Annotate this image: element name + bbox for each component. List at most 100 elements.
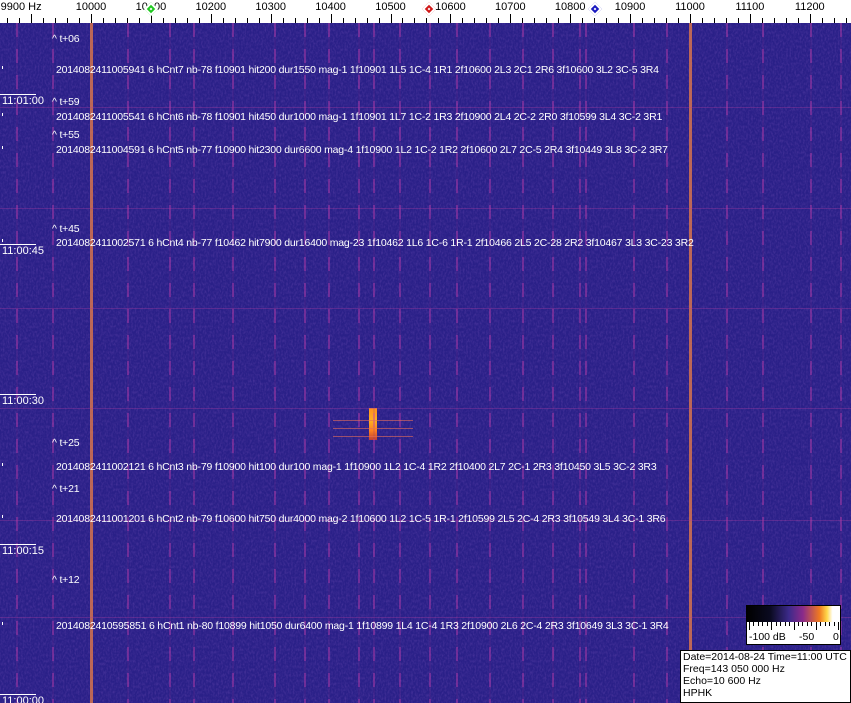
frequency-tick [846, 18, 847, 23]
frequency-tick [283, 18, 284, 23]
frequency-tick-label: 11000 [675, 1, 705, 13]
time-tick [0, 244, 36, 245]
frequency-tick [91, 14, 92, 23]
frequency-tick [103, 18, 104, 23]
colorbar-tick [829, 622, 831, 626]
meteor-event-annotation: 2014082411005541 6 hCnt6 nb-78 f10901 hi… [56, 111, 663, 123]
info-echo: Echo=10 600 Hz [683, 675, 761, 687]
frequency-tick [271, 14, 272, 23]
frequency-tick [738, 18, 739, 23]
frequency-tick [163, 18, 164, 23]
spurious-signal-line [633, 23, 635, 703]
noise-background [0, 23, 851, 703]
frequency-tick [618, 18, 619, 23]
frequency-tick [367, 18, 368, 23]
meteor-event-annotation: 2014082411001201 6 hCnt2 nb-79 f10600 hi… [56, 513, 666, 525]
spurious-signal-line [429, 23, 431, 703]
time-offset-label: ^ t+12 [52, 574, 80, 586]
frequency-tick-label: 10500 [375, 1, 406, 13]
colorbar-ticks [747, 622, 840, 630]
meteor-echo-trail [333, 436, 413, 437]
frequency-tick [259, 18, 260, 23]
frequency-tick [678, 18, 679, 23]
colorbar-tick [762, 622, 764, 626]
colorbar-tick [780, 622, 782, 626]
spurious-signal-line [274, 23, 276, 703]
time-offset-label: ^ t+45 [52, 223, 80, 235]
frequency-tick [115, 18, 116, 23]
frequency-tick-label: 10300 [255, 1, 286, 13]
colorbar-tick [833, 622, 835, 626]
interference-line [0, 408, 851, 409]
frequency-tick [510, 14, 511, 23]
spurious-signal-line [328, 23, 330, 703]
meteor-echo-trail [333, 420, 413, 421]
colorbar-legend: -100 dB -50 0 [746, 605, 841, 645]
frequency-tick [7, 18, 8, 23]
frequency-tick [822, 18, 823, 23]
colorbar-label-min: -100 dB [749, 631, 786, 643]
frequency-tick [235, 18, 236, 23]
frequency-tick [450, 14, 451, 23]
time-offset-label: ^ t+55 [52, 129, 80, 141]
time-tick [0, 394, 36, 395]
interference-line [0, 308, 851, 309]
frequency-tick [534, 18, 535, 23]
time-label: 11:00:30 [2, 395, 45, 407]
spurious-signal-line [585, 23, 587, 703]
spurious-signal-line [522, 23, 524, 703]
colorbar-tick [766, 622, 768, 626]
colorbar-tick [811, 622, 813, 626]
frequency-tick [654, 18, 655, 23]
frequency-tick [786, 18, 787, 23]
frequency-tick-label: 11200 [794, 1, 825, 13]
frequency-tick [426, 18, 427, 23]
colorbar-label-mid: -50 [799, 631, 815, 643]
frequency-tick [474, 18, 475, 23]
frequency-tick [175, 18, 176, 23]
frequency-tick-label: 10700 [495, 1, 526, 13]
spurious-signal-line [16, 23, 18, 703]
frequency-tick [774, 18, 775, 23]
colorbar-tick [789, 622, 791, 626]
frequency-tick-label: 10200 [195, 1, 227, 13]
frequency-tick [546, 18, 547, 23]
colorbar-gradient [747, 606, 840, 622]
spurious-signal-line [840, 23, 842, 703]
frequency-tick-label: 11100 [735, 1, 765, 13]
spurious-signal-line [169, 23, 171, 703]
colorbar-tick [806, 622, 808, 626]
frequency-tick [558, 18, 559, 23]
frequency-tick [199, 18, 200, 23]
meteor-event-annotation: 2014082411005941 6 hCnt7 nb-78 f10901 hi… [56, 64, 659, 76]
event-tick-mark [2, 463, 6, 466]
frequency-tick [55, 18, 56, 23]
frequency-tick [438, 18, 439, 23]
colorbar-tick [802, 622, 804, 626]
spurious-signal-line [810, 23, 812, 703]
frequency-tick [187, 18, 188, 23]
colorbar-tick [784, 622, 786, 626]
spurious-signal-line [666, 23, 668, 703]
spurious-signal-line [193, 23, 195, 703]
colorbar-tick [753, 622, 755, 626]
spectrogram-waterfall: 11:01:00 11:00:45 11:00:30 11:00:15 11:00:00… [0, 23, 851, 703]
carrier-line [689, 23, 692, 703]
spurious-signal-line [579, 23, 581, 703]
spurious-signal-line [127, 23, 129, 703]
frequency-marker-icon[interactable] [588, 1, 603, 17]
time-label: 11:00:45 [2, 245, 45, 257]
frequency-tick [486, 18, 487, 23]
spurious-signal-line [552, 23, 554, 703]
frequency-tick [606, 18, 607, 23]
spurious-signal-line [489, 23, 491, 703]
frequency-tick [522, 18, 523, 23]
frequency-tick [319, 18, 320, 23]
meteor-event-annotation: 2014082411002121 6 hCnt3 nb-79 f10900 hi… [56, 461, 657, 473]
time-offset-label: ^ t+59 [52, 96, 80, 108]
event-tick-mark [2, 515, 6, 518]
event-tick-mark [2, 622, 6, 625]
time-tick [0, 94, 36, 95]
frequency-tick [31, 14, 32, 23]
frequency-tick [295, 18, 296, 23]
